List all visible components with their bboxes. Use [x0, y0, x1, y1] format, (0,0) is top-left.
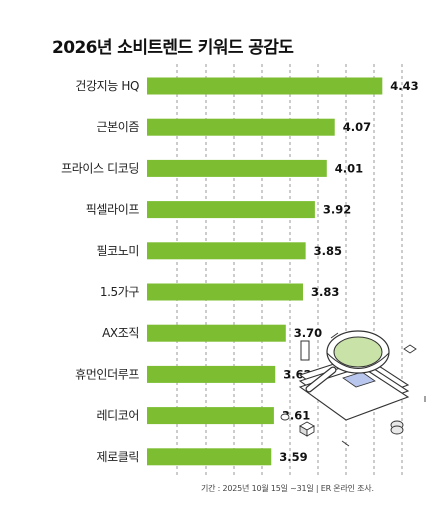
category-label: 픽셀라이프 — [86, 203, 140, 217]
data-label: 3.59 — [279, 450, 307, 464]
bar — [147, 448, 272, 466]
data-label: 4.07 — [343, 120, 371, 134]
category-label: AX조직 — [102, 326, 139, 340]
data-label: 3.61 — [282, 409, 310, 423]
data-label: 3.70 — [294, 326, 322, 340]
data-label: 3.83 — [311, 285, 339, 299]
data-label: 3.85 — [314, 244, 342, 258]
category-label: 필코노미 — [96, 244, 139, 258]
category-label: 근본이즘 — [96, 120, 139, 134]
category-label: 건강지능 HQ — [75, 79, 139, 93]
bar — [147, 201, 315, 219]
category-label: 휴먼인더루프 — [75, 367, 139, 381]
bar — [147, 118, 335, 136]
bar — [147, 159, 327, 177]
category-label: 프라이스 디코딩 — [61, 161, 139, 175]
bar — [147, 77, 383, 95]
category-label: 레디코어 — [96, 409, 139, 423]
bar — [147, 324, 286, 342]
data-label: 4.43 — [390, 79, 418, 93]
bar — [147, 365, 276, 383]
category-label: 1.5가구 — [100, 285, 140, 299]
labels: 건강지능 HQ 4.43 근본이즘 4.07 프라이스 디코딩 4.01 픽셀라이프 3.92… — [61, 79, 419, 464]
chart-title: 2026년 소비트렌드 키워드 공감도 — [52, 38, 294, 58]
bar — [147, 407, 274, 425]
bar — [147, 242, 306, 260]
source-note: 기간 : 2025년 10월 15일 ~31일 | ER 온라인 조사. — [201, 484, 374, 493]
bars — [147, 77, 383, 466]
bar — [147, 283, 303, 301]
data-label: 4.01 — [335, 161, 363, 175]
magnifier-illustration — [280, 330, 426, 447]
category-label: 제로클릭 — [96, 450, 139, 464]
data-label: 3.92 — [323, 203, 351, 217]
